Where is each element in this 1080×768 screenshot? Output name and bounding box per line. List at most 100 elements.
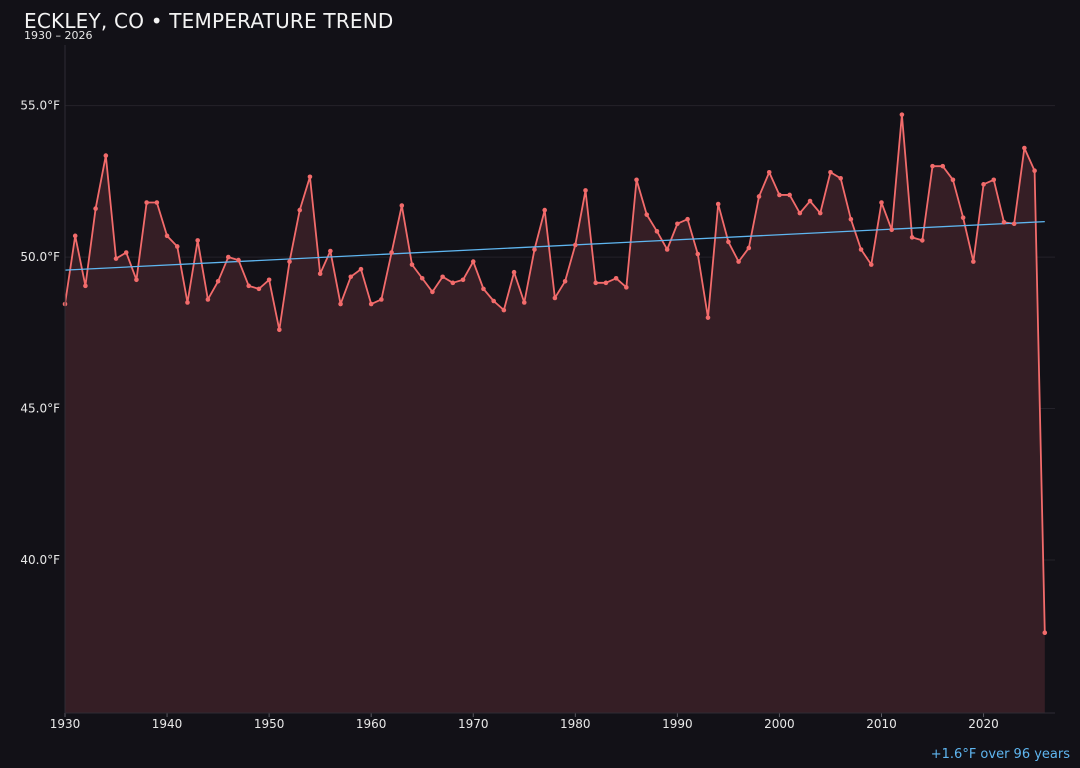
data-point — [195, 238, 200, 243]
data-point — [807, 198, 813, 204]
chart-subtitle: 1930 – 2026 — [24, 29, 93, 42]
data-point — [72, 233, 78, 239]
axes: 40.0°F 45.0°F 50.0°F 55.0°F 1930 1940 1950 1960… — [20, 45, 1055, 731]
data-point — [1011, 221, 1017, 227]
data-point — [297, 207, 303, 213]
data-point — [644, 212, 650, 217]
data-point — [460, 277, 466, 283]
data-point — [307, 174, 313, 180]
data-point — [185, 300, 190, 305]
data-point — [685, 216, 690, 222]
data-point — [695, 251, 701, 257]
data-point — [889, 227, 895, 233]
data-point — [83, 283, 88, 289]
data-point — [797, 210, 803, 216]
data-point — [1042, 630, 1048, 636]
data-point — [93, 206, 98, 211]
data-point — [899, 112, 905, 117]
data-point — [1032, 168, 1037, 174]
data-point — [338, 301, 343, 307]
data-point — [225, 254, 231, 260]
x-tick-label: 2000 — [764, 717, 795, 731]
data-point — [603, 280, 609, 286]
data-point — [511, 269, 517, 275]
data-point — [593, 280, 599, 286]
data-point — [756, 194, 762, 199]
data-point — [389, 250, 394, 255]
data-point — [838, 175, 843, 181]
data-point — [848, 216, 854, 222]
data-point — [542, 207, 547, 213]
data-point — [491, 298, 496, 304]
data-point — [174, 244, 180, 249]
data-point — [920, 238, 925, 243]
data-point — [858, 247, 864, 252]
data-point — [726, 239, 731, 245]
data-point — [368, 301, 374, 307]
data-point — [266, 277, 272, 283]
x-tick-label: 1940 — [152, 717, 183, 731]
trend-line — [64, 220, 1045, 271]
y-tick-label: 45.0°F — [20, 402, 60, 416]
data-point — [450, 280, 456, 286]
data-point — [236, 257, 241, 263]
data-point — [654, 229, 660, 234]
data-point — [113, 256, 119, 261]
data-point — [532, 247, 537, 252]
data-point — [552, 295, 558, 301]
data-point — [348, 274, 354, 280]
data-point — [624, 285, 629, 290]
x-tick-label: 2020 — [968, 717, 999, 731]
data-point — [501, 307, 507, 313]
trend-annotation: +1.6°F over 96 years — [930, 747, 1070, 762]
data-point — [317, 271, 323, 277]
x-tick-label: 2010 — [866, 717, 897, 731]
data-point — [103, 153, 109, 158]
data-point — [134, 277, 139, 283]
data-point — [246, 283, 252, 289]
data-point — [562, 278, 568, 284]
series-area — [65, 114, 1045, 714]
data-point — [736, 259, 741, 264]
data-point — [991, 177, 997, 183]
x-tick-label: 1950 — [254, 717, 285, 731]
data-points — [62, 112, 1048, 636]
data-point — [379, 297, 384, 302]
data-point — [409, 262, 415, 267]
data-point — [675, 221, 680, 227]
data-point — [1022, 145, 1027, 151]
data-point — [521, 300, 527, 305]
data-point — [123, 250, 129, 255]
data-point — [399, 203, 405, 208]
data-point — [215, 278, 221, 284]
x-tick-label: 1970 — [458, 717, 489, 731]
data-point — [419, 275, 425, 281]
data-point — [573, 242, 578, 248]
data-point — [481, 286, 486, 292]
data-point — [960, 215, 966, 220]
data-point — [909, 235, 915, 240]
chart-title: ECKLEY, CO • TEMPERATURE TREND — [24, 9, 394, 33]
data-point — [1001, 219, 1007, 225]
data-point — [930, 163, 935, 169]
data-point — [164, 233, 170, 239]
x-tick-label: 1930 — [50, 717, 81, 731]
y-tick-label: 40.0°F — [20, 553, 60, 567]
data-point — [470, 259, 476, 264]
data-point — [358, 266, 364, 272]
data-point — [613, 275, 619, 281]
data-point — [205, 297, 211, 302]
x-tick-label: 1960 — [356, 717, 387, 731]
data-point — [746, 245, 752, 251]
data-point — [440, 274, 445, 280]
data-point — [664, 247, 670, 252]
area-fill — [65, 114, 1045, 714]
data-point — [950, 177, 956, 183]
x-tick-label: 1990 — [662, 717, 693, 731]
data-point — [430, 289, 435, 295]
data-point — [715, 201, 721, 207]
data-point — [634, 177, 639, 183]
data-point — [583, 188, 588, 193]
data-point — [287, 259, 292, 264]
data-point — [144, 200, 149, 205]
